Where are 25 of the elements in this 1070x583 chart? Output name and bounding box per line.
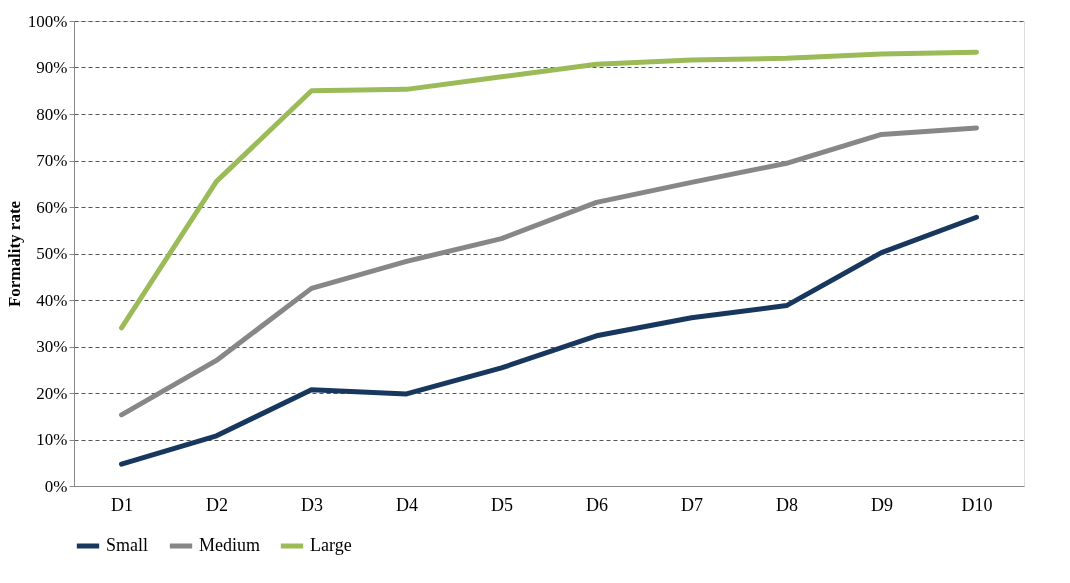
legend-label: Small xyxy=(106,535,149,555)
legend-label: Large xyxy=(310,535,352,555)
x-tick-label: D6 xyxy=(586,494,608,515)
y-tick-label: 100% xyxy=(27,11,68,31)
x-tick-label: D1 xyxy=(111,494,133,515)
x-tick-label: D3 xyxy=(301,494,323,515)
y-tick-label: 70% xyxy=(36,151,68,170)
y-tick-label: 10% xyxy=(36,430,68,449)
x-tick-label: D5 xyxy=(491,494,513,515)
y-tick-label: 40% xyxy=(36,290,68,310)
x-tick-label: D8 xyxy=(776,494,798,515)
x-tick-label: D7 xyxy=(681,494,703,515)
x-tick-label: D9 xyxy=(871,494,893,515)
y-tick-label: 0% xyxy=(44,476,68,496)
x-tick-label: D4 xyxy=(396,494,418,515)
y-tick-label: 90% xyxy=(36,58,68,77)
x-tick-label: D10 xyxy=(961,494,993,515)
y-tick-label: 20% xyxy=(36,383,68,403)
y-tick-label: 60% xyxy=(36,197,68,217)
y-tick-label: 50% xyxy=(36,244,68,263)
y-axis-title: Formality rate xyxy=(4,200,24,308)
legend-label: Medium xyxy=(199,535,260,555)
x-tick-label: D2 xyxy=(206,494,228,515)
y-tick-label: 80% xyxy=(36,104,68,124)
y-tick-label: 30% xyxy=(36,337,68,356)
